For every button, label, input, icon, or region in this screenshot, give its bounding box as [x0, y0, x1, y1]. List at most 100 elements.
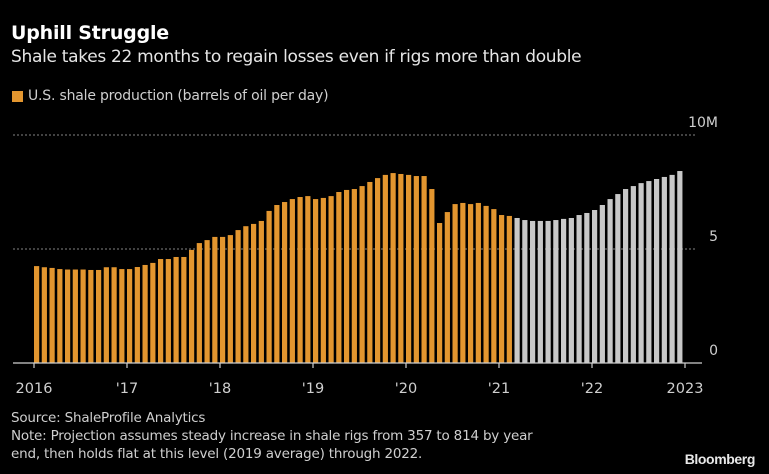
x-tick-label: '17: [116, 381, 138, 397]
bar-actual: [212, 236, 218, 363]
bar-actual: [452, 204, 458, 363]
bars: [34, 171, 683, 363]
footnote-line-1: Note: Projection assumes steady increase…: [11, 428, 533, 444]
y-axis-labels: 0 5 10M: [688, 115, 718, 359]
bar-actual: [429, 189, 435, 363]
bar-actual: [57, 269, 63, 363]
bar-actual: [406, 174, 412, 363]
bar-actual: [266, 210, 272, 363]
bar-actual: [251, 223, 257, 363]
bar-projection: [669, 174, 675, 363]
bar-actual: [282, 202, 288, 363]
bar-actual: [41, 267, 47, 363]
bar-actual: [367, 181, 373, 363]
bar-actual: [72, 269, 78, 363]
bar-actual: [344, 189, 350, 363]
bar-projection: [615, 194, 621, 363]
bar-projection: [514, 217, 520, 363]
bar-actual: [390, 173, 396, 363]
x-tick-label: '19: [302, 381, 324, 397]
bar-actual: [437, 223, 443, 363]
bar-projection: [530, 220, 536, 363]
bar-actual: [328, 196, 334, 363]
bar-actual: [297, 197, 303, 363]
bar-actual: [142, 264, 148, 363]
chart-title: Uphill Struggle: [11, 22, 169, 44]
bar-projection: [599, 204, 605, 363]
bar-actual: [196, 243, 202, 363]
bar-projection: [661, 176, 667, 363]
x-tick-label: 2016: [16, 381, 53, 397]
bar-actual: [413, 176, 419, 363]
bar-actual: [398, 173, 404, 363]
bar-actual: [227, 235, 233, 363]
y-tick-label: 0: [709, 343, 718, 359]
bar-actual: [119, 269, 125, 363]
bar-actual: [243, 226, 249, 363]
bar-projection: [545, 220, 551, 363]
bar-actual: [491, 209, 497, 363]
bar-actual: [444, 212, 450, 363]
bar-actual: [34, 266, 40, 363]
bar-actual: [274, 204, 280, 363]
bar-actual: [181, 256, 187, 363]
chart-subtitle: Shale takes 22 months to regain losses e…: [11, 47, 582, 67]
bar-projection: [630, 186, 636, 363]
y-tick-label: 5: [709, 229, 718, 245]
bar-actual: [173, 256, 179, 363]
bar-actual: [421, 176, 427, 363]
bar-actual: [375, 178, 381, 363]
bar-actual: [305, 196, 311, 363]
bar-actual: [220, 236, 226, 363]
y-tick-label: 10M: [688, 115, 718, 131]
bar-actual: [165, 259, 171, 363]
bar-actual: [189, 249, 195, 363]
bar-actual: [150, 262, 156, 363]
bar-projection: [576, 215, 582, 363]
bar-projection: [592, 210, 598, 363]
bar-actual: [80, 269, 86, 363]
bar-actual: [88, 269, 94, 363]
x-tick-label: 2023: [667, 381, 704, 397]
bar-projection: [646, 181, 652, 363]
x-tick-label: '21: [488, 381, 510, 397]
source-note: Source: ShaleProfile Analytics: [11, 410, 206, 426]
bar-actual: [258, 220, 264, 363]
x-axis: 2016 '17 '18 '19 '20 '21 '22 2023: [13, 362, 704, 397]
bar-projection: [553, 220, 559, 363]
bar-projection: [522, 220, 528, 363]
bloomberg-logo: Bloomberg: [684, 451, 756, 467]
bar-projection: [638, 183, 644, 363]
bar-actual: [235, 230, 241, 363]
bar-actual: [499, 215, 505, 363]
bar-actual: [158, 259, 164, 363]
bar-actual: [103, 267, 109, 363]
bar-projection: [607, 199, 613, 363]
bar-actual: [65, 269, 71, 363]
bar-actual: [134, 267, 140, 363]
bar-actual: [351, 189, 357, 363]
bar-actual: [127, 269, 133, 363]
bar-projection: [623, 189, 629, 363]
bar-actual: [49, 267, 55, 363]
x-tick-label: '18: [209, 381, 231, 397]
bar-projection: [584, 212, 590, 363]
bar-actual: [460, 202, 466, 363]
bar-actual: [468, 204, 474, 363]
bar-projection: [568, 217, 574, 363]
bar-projection: [677, 171, 683, 363]
bar-actual: [483, 205, 489, 363]
x-tick-label: '22: [581, 381, 603, 397]
bar-actual: [336, 192, 342, 363]
bar-actual: [289, 199, 295, 363]
legend-swatch: [12, 90, 23, 102]
bar-actual: [475, 202, 481, 363]
bar-actual: [506, 215, 512, 363]
legend-label: U.S. shale production (barrels of oil pe…: [28, 88, 329, 104]
bar-actual: [204, 240, 210, 363]
bar-actual: [320, 197, 326, 363]
bar-actual: [359, 186, 365, 363]
bar-projection: [561, 218, 567, 363]
bar-actual: [313, 199, 319, 363]
